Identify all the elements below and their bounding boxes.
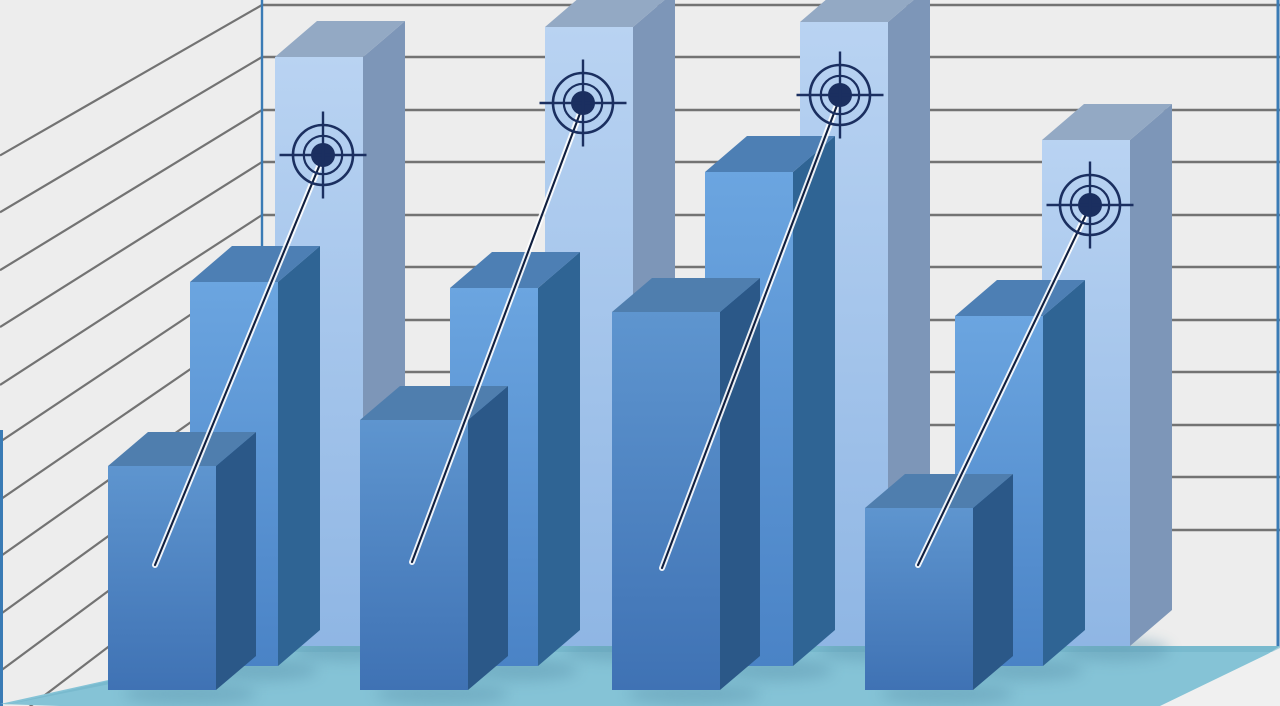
bar-top-face (612, 278, 760, 312)
bar-side-face (278, 246, 320, 666)
bar-top-face (865, 474, 1013, 508)
trend-arrow-line (660, 90, 844, 570)
target-crosshair-icon[interactable] (279, 111, 367, 199)
bar-side-face (216, 432, 256, 690)
bar-top-face (545, 0, 665, 27)
trend-arrow (915, 199, 1095, 568)
trend-arrow-line (410, 98, 587, 564)
left-wall-gridline (0, 56, 263, 214)
bar-side-face (973, 474, 1013, 690)
bar-side-face (720, 278, 760, 690)
bar-side-face (1130, 104, 1172, 646)
bar-top-face (1042, 104, 1172, 140)
bar-side-face (468, 386, 508, 690)
bar-side-face (1043, 280, 1085, 666)
trend-arrow-line (916, 200, 1094, 567)
bar-top-face (800, 0, 914, 22)
trend-arrow-line (153, 150, 327, 567)
target-crosshair-icon[interactable] (539, 59, 627, 147)
trend-arrows-layer (152, 89, 1095, 571)
bar-top-face (450, 252, 580, 288)
bar-side-face (538, 252, 580, 666)
front-bar-2[interactable] (360, 386, 509, 705)
bar-top-face (705, 136, 835, 172)
trend-arrow (659, 89, 845, 571)
bar-top-face (275, 21, 405, 57)
left-wall-gridline (0, 161, 263, 328)
bar-top-face (190, 246, 320, 282)
targets-layer (279, 51, 1134, 249)
trend-arrow (409, 97, 588, 565)
left-wall-gridline (0, 109, 263, 272)
front-bar-4[interactable] (865, 474, 1014, 705)
left-wall-gridline (0, 214, 263, 386)
bar-front-face (865, 508, 973, 690)
floor-right-cut (1160, 648, 1280, 706)
bar-front-face (612, 312, 720, 690)
bars-layer (108, 0, 1172, 705)
trend-arrow (152, 149, 328, 568)
bar-top-face (108, 432, 256, 466)
front-bar-1[interactable] (108, 432, 257, 705)
bar-front-face (108, 466, 216, 690)
bar-side-face (793, 136, 835, 666)
target-crosshair-icon[interactable] (1046, 161, 1134, 249)
front-bar-3[interactable] (612, 278, 761, 705)
target-crosshair-icon[interactable] (796, 51, 884, 139)
left-wall-gridline (0, 4, 263, 157)
